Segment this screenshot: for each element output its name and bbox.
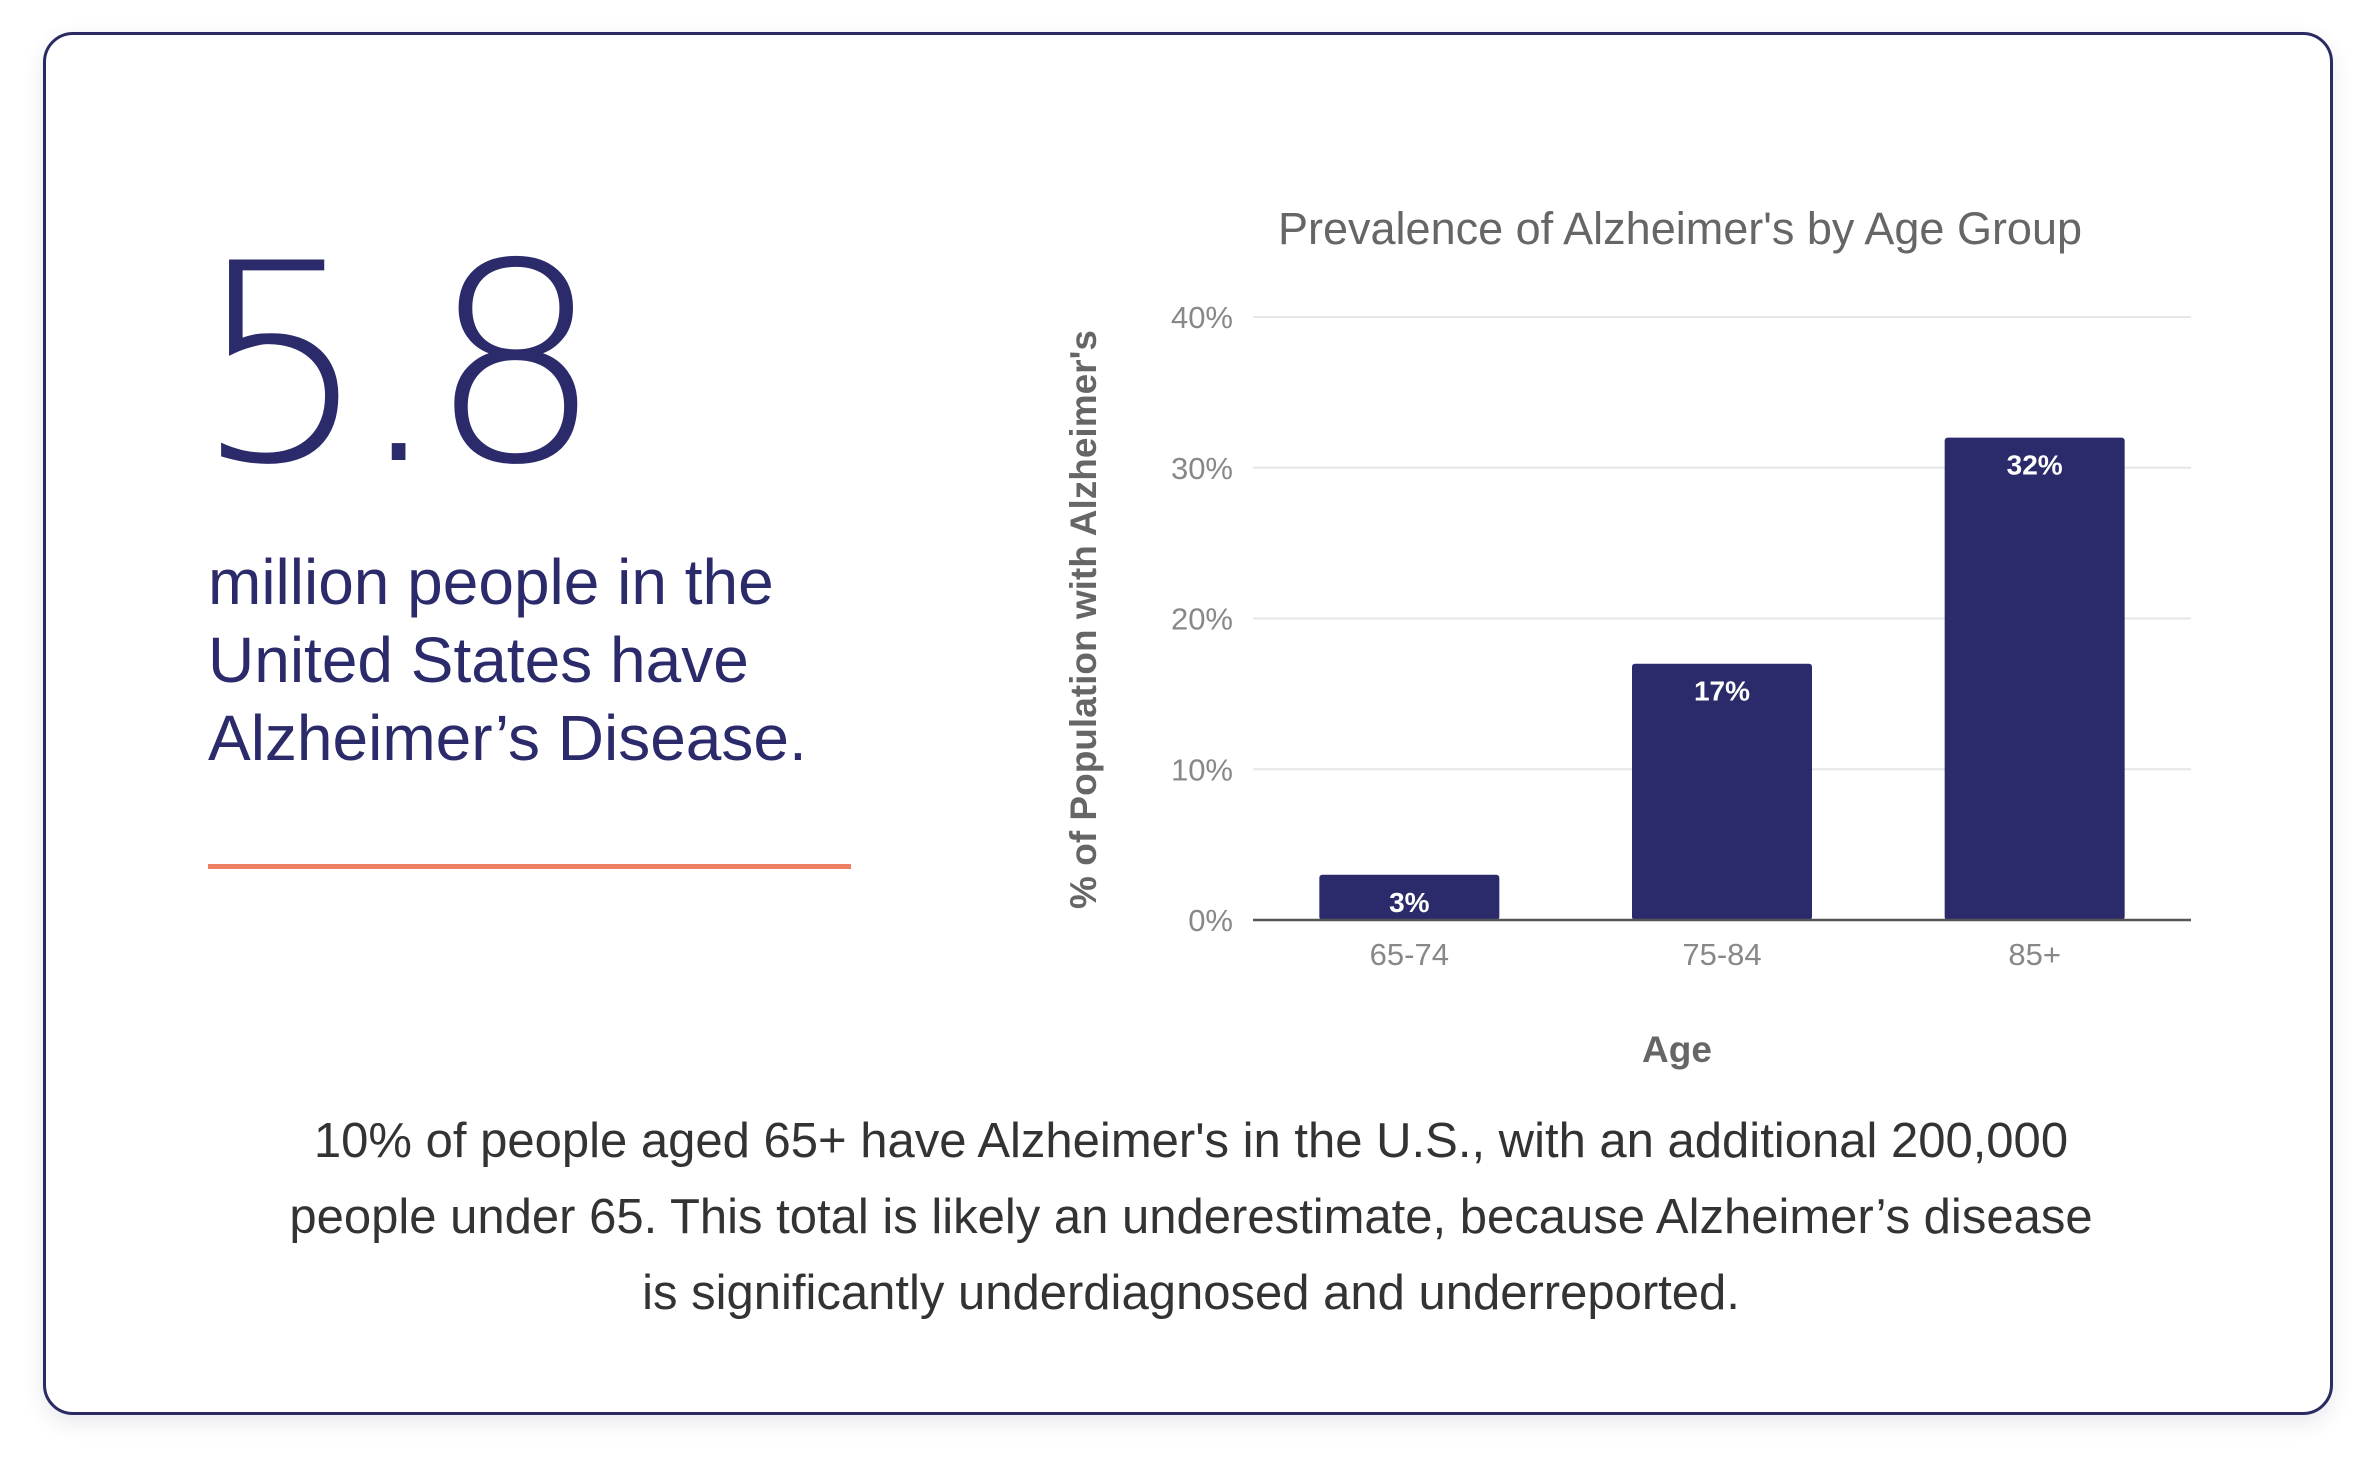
headline-stat-value: 5.8 [194,205,603,525]
accent-divider [208,864,851,869]
bar-data-label: 32% [2007,450,2063,481]
y-axis-title: % of Population with Alzheimer's [1063,330,1104,909]
chart-title: Prevalence of Alzheimer's by Age Group [1277,203,2083,254]
x-tick-label: 75-84 [1682,937,1761,972]
bar [1319,874,1500,920]
x-tick-label: 85+ [2008,937,2061,972]
y-tick-label: 20% [1171,602,1233,637]
y-tick-label: 0% [1188,903,1233,938]
stat-card: 5.8 million people in the United States … [43,32,2333,1415]
y-tick-label: 30% [1171,451,1233,486]
x-axis-title: Age [1642,1029,1712,1070]
x-tick-label: 65-74 [1370,937,1449,972]
bar [1944,437,2125,920]
bar [1632,663,1812,920]
bar-data-label: 17% [1694,676,1750,707]
prevalence-chart: Prevalence of Alzheimer's by Age Group 0… [1006,175,2226,1095]
headline-stat-caption: million people in the United States have… [208,546,807,774]
y-tick-label: 10% [1171,752,1233,787]
bar-data-label: 3% [1389,887,1430,918]
bar-chart-plot: 0% 10% 20% 30% 40% 3% 65-74 17% 75-84 32% 85+ Age % … [1063,300,2191,1070]
footnote-text: 10% of people aged 65+ have Alzheimer's … [289,1114,2093,1320]
y-tick-label: 40% [1171,300,1233,335]
